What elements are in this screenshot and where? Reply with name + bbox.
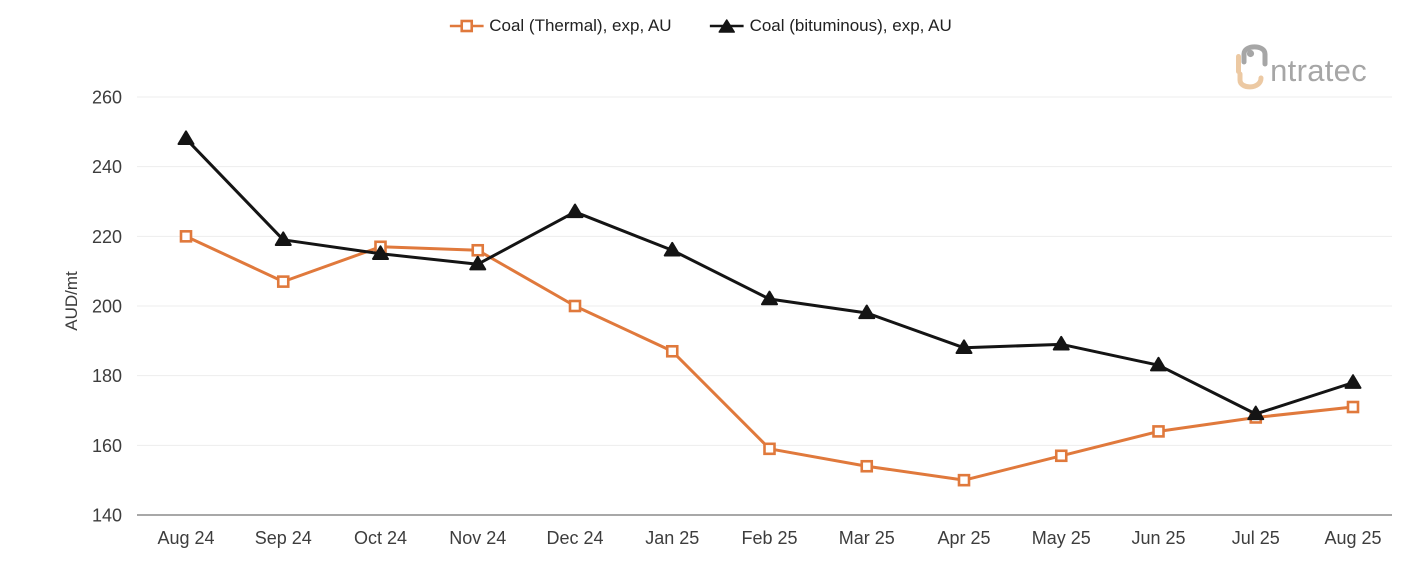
x-axis-label: Jun 25 [1131,528,1185,548]
y-tick-label: 140 [92,506,122,526]
x-axis-label: Mar 25 [839,528,895,548]
data-point-marker [1150,356,1167,372]
x-axis-label: Jan 25 [645,528,699,548]
data-point-marker [372,245,389,260]
x-axis-label: May 25 [1032,528,1091,548]
chart-legend: Coal (Thermal), exp, AU Coal (bituminous… [449,16,952,36]
x-axis-label: Sep 24 [255,528,312,548]
x-axis-label: Oct 24 [354,528,407,548]
x-axis-label: Nov 24 [449,528,506,548]
data-point-marker [858,304,876,320]
legend-label-coal-bituminous: Coal (bituminous), exp, AU [749,16,952,35]
data-point-marker [761,290,778,306]
intratec-logo-mark-icon [1236,44,1268,90]
y-tick-label: 160 [92,436,122,456]
data-point-marker [1152,425,1165,438]
legend-item-coal-bituminous[interactable]: Coal (bituminous), exp, AU [709,16,952,36]
data-point-marker [1247,405,1265,421]
y-tick-label: 240 [92,157,122,177]
y-tick-label: 260 [92,88,122,108]
x-axis-label: Dec 24 [546,528,603,548]
data-point-marker [663,241,681,257]
data-point-marker [665,344,679,358]
x-axis-label: Feb 25 [741,528,797,548]
intratec-logo: ntratec [1236,40,1367,92]
data-point-marker [469,255,487,271]
logo-text: ntratec [1270,53,1367,88]
x-axis-label: Apr 25 [937,528,990,548]
data-point-marker [1052,335,1070,351]
series-line-1 [184,137,1355,416]
data-point-marker [471,243,485,257]
data-point-marker [566,203,584,219]
y-tick-label: 200 [92,297,122,317]
data-point-marker [957,473,971,487]
y-tick-label: 220 [92,227,122,247]
data-point-marker [568,299,582,313]
y-axis-title: AUD/mt [62,271,81,331]
data-point-marker [276,275,290,288]
legend-item-coal-thermal[interactable]: Coal (Thermal), exp, AU [449,16,672,36]
data-point-marker [763,442,776,456]
data-point-marker [955,339,973,354]
x-axis-label: Jul 25 [1232,528,1280,548]
data-point-marker [1344,374,1362,389]
data-point-marker [860,459,874,473]
x-axis-label: Aug 24 [157,528,214,548]
data-point-marker [179,230,193,243]
legend-label-coal-thermal: Coal (Thermal), exp, AU [489,16,672,35]
data-point-marker [1054,449,1068,463]
x-axis-label: Aug 25 [1324,528,1381,548]
legend-marker-triangle-icon [709,19,744,33]
legend-marker-square-icon [449,19,484,33]
data-point-marker [274,231,292,247]
data-point-marker [177,130,195,145]
data-point-marker [1346,400,1360,414]
y-tick-label: 180 [92,366,122,386]
